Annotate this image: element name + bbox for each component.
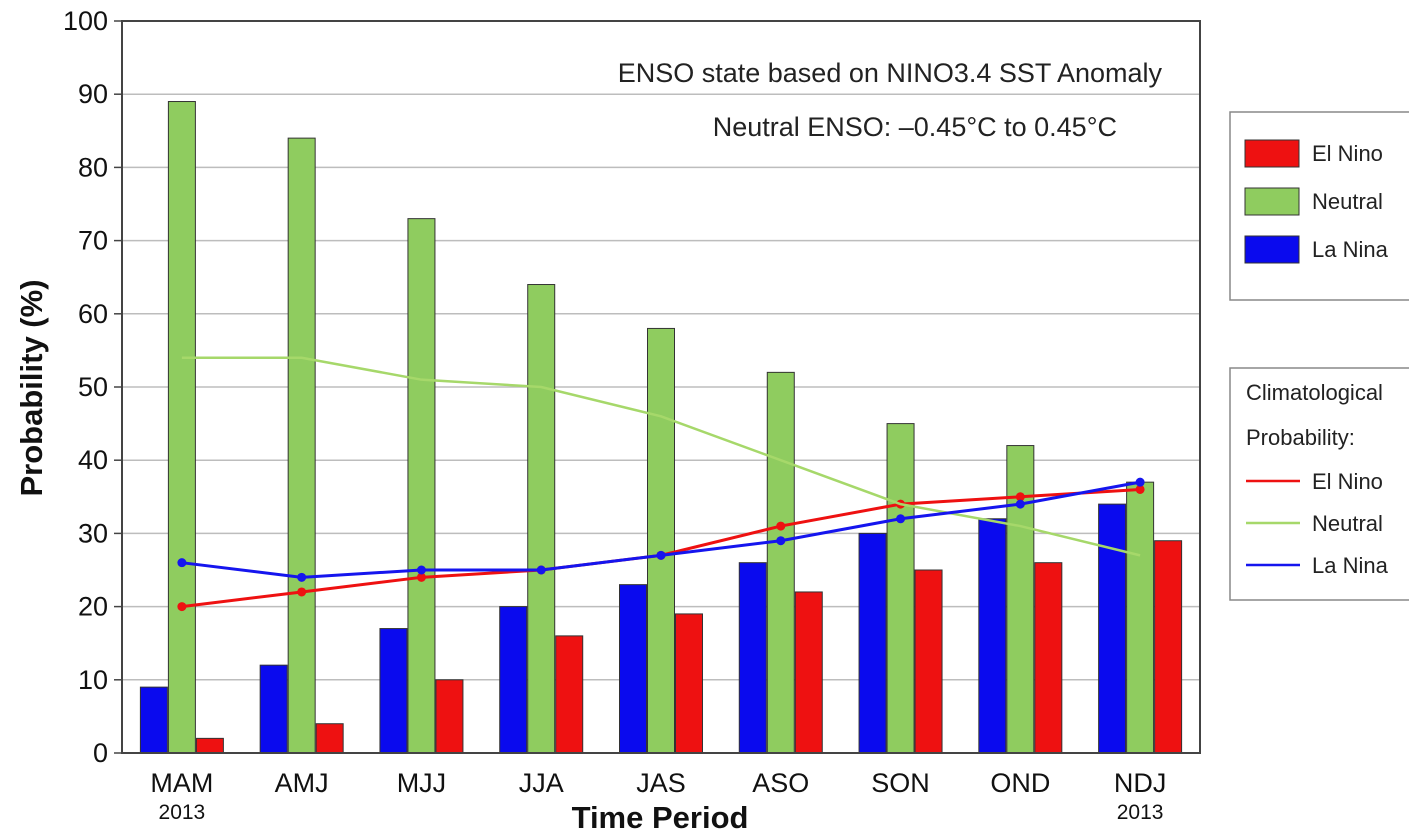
point-climatology-la-nina-ndj [1135,477,1145,487]
legend-climatology: Climatological Probability: El Nino Neutr… [1229,367,1409,601]
x-tick-label-jja: JJA [519,768,564,798]
bar-la-nina-ond [978,518,1007,754]
y-tick-label-100: 100 [63,6,108,36]
legend-label-climatology-la-nina: La Nina [1312,553,1389,578]
bar-neutral-mjj [407,218,436,754]
bar-la-nina-mam [139,686,168,754]
bar-la-nina-jja [499,606,528,754]
x-tick-label-amj: AMJ [275,768,329,798]
bar-neutral-ond [1006,445,1035,754]
bar-el-nino-jas [675,613,703,754]
point-climatology-el-nino-mjj [416,572,426,582]
axis-ticks: 0 10 20 30 40 50 60 70 80 90 100 MAM AMJ MJJ JJA JAS ASO… [63,6,1166,824]
bar-el-nino-aso [794,591,823,754]
legend-label-la-nina: La Nina [1312,237,1389,262]
bar-neutral-ndj [1126,481,1155,754]
x-tick-label-mjj: MJJ [397,768,447,798]
bar-la-nina-jas [619,584,647,754]
point-climatology-la-nina-jas [656,550,666,560]
legend-bars: El Nino Neutral La Nina [1229,111,1409,301]
point-climatology-la-nina-mam [177,558,187,568]
y-tick-label-0: 0 [93,738,108,768]
bar-la-nina-mjj [379,628,408,754]
year-label-mam: 2013 [159,801,206,824]
point-climatology-la-nina-aso [776,536,786,546]
y-tick-label-80: 80 [78,152,108,182]
legend-climatology-title-2: Probability: [1246,425,1355,450]
point-climatology-el-nino-ond [1015,492,1025,502]
bar-neutral-son [886,423,915,754]
point-climatology-el-nino-aso [776,521,786,531]
bar-el-nino-ond [1034,562,1063,754]
bars [139,101,1183,754]
x-tick-label-ndj: NDJ [1114,768,1167,798]
x-tick-label-son: SON [871,768,930,798]
bar-neutral-mam [167,101,196,754]
bar-el-nino-son [914,569,943,754]
bar-la-nina-amj [259,664,288,754]
y-tick-label-90: 90 [78,79,108,109]
y-tick-label-30: 30 [78,518,108,548]
y-tick-label-10: 10 [78,665,108,695]
point-climatology-la-nina-mjj [416,565,426,575]
y-tick-label-70: 70 [78,226,108,256]
climatology-lines [177,356,1145,612]
y-tick-label-60: 60 [78,299,108,329]
bar-el-nino-mam [195,737,224,754]
x-axis-title: Time Period [572,800,749,833]
bar-la-nina-ndj [1098,503,1127,754]
bar-la-nina-son [858,532,887,754]
x-tick-label-mam: MAM [150,768,213,798]
year-label-ndj: 2013 [1117,801,1164,824]
legend-swatch-neutral [1244,187,1300,216]
legend-climatology-title-1: Climatological [1246,380,1383,405]
y-tick-label-20: 20 [78,592,108,622]
bar-neutral-jja [527,284,556,754]
point-climatology-la-nina-jja [536,565,546,575]
bar-el-nino-mjj [435,679,464,754]
y-axis-title: Probability (%) [14,279,49,496]
legend-label-climatology-neutral: Neutral [1312,511,1383,536]
y-tick-label-50: 50 [78,372,108,402]
line-climatology-neutral [181,356,1141,557]
bar-neutral-amj [287,137,316,754]
annotation-neutral-range: Neutral ENSO: –0.45°C to 0.45°C [713,112,1117,142]
x-tick-label-ond: OND [990,768,1050,798]
legend-label-climatology-el-nino: El Nino [1312,469,1383,494]
point-climatology-la-nina-ond [1015,499,1025,509]
legend-label-neutral: Neutral [1312,189,1383,214]
bar-el-nino-amj [315,723,344,754]
y-tick-label-40: 40 [78,445,108,475]
x-tick-label-jas: JAS [636,768,686,798]
bar-el-nino-jja [555,635,584,754]
legend-swatch-el-nino [1244,139,1300,168]
bar-neutral-jas [647,327,675,754]
point-climatology-la-nina-amj [297,572,307,582]
point-climatology-el-nino-amj [297,587,307,597]
bar-neutral-aso [766,371,795,754]
point-climatology-el-nino-ndj [1135,484,1145,494]
x-tick-label-aso: ASO [752,768,809,798]
legend-climatology-box [1229,367,1409,601]
legend-swatch-la-nina [1244,235,1300,264]
bar-la-nina-aso [738,562,767,754]
point-climatology-el-nino-mam [177,602,187,612]
annotation-enso-state: ENSO state based on NINO3.4 SST Anomaly [618,58,1163,88]
point-climatology-la-nina-son [896,514,906,524]
bar-el-nino-ndj [1154,540,1183,754]
legend-label-el-nino: El Nino [1312,141,1383,166]
